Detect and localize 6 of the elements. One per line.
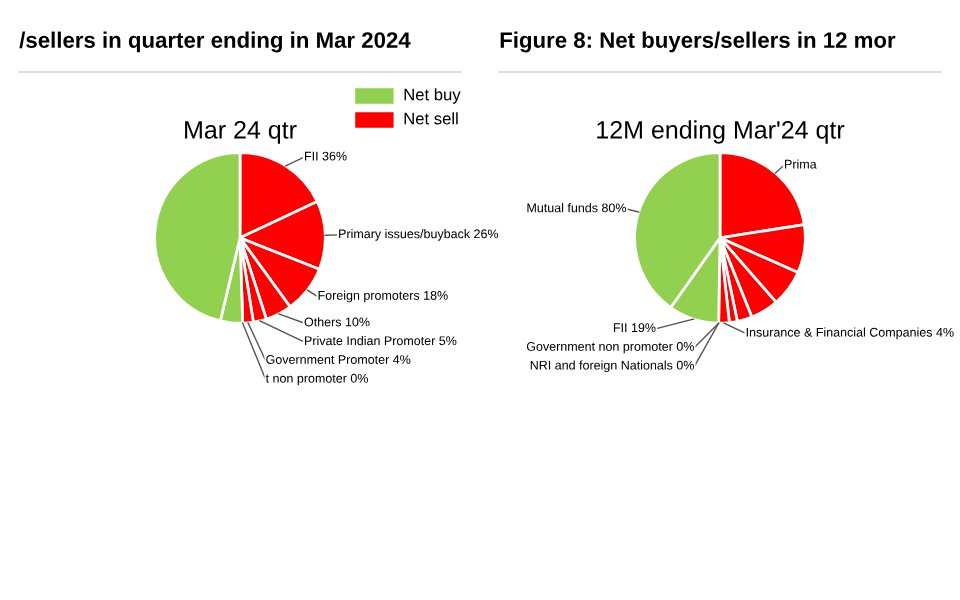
chart-subtitle: Mar 24 qtr [185,120,297,144]
chart-title: Figure 8: Net buyers/sellers in 12 mor [500,31,896,53]
text: Net sell [404,112,458,125]
chart-title: /sellers in quarter ending in Mar 2024 [19,31,411,53]
text: Net buy [404,88,461,104]
chart-subtitle: 12M ending Mar'24 qtr [597,120,845,144]
